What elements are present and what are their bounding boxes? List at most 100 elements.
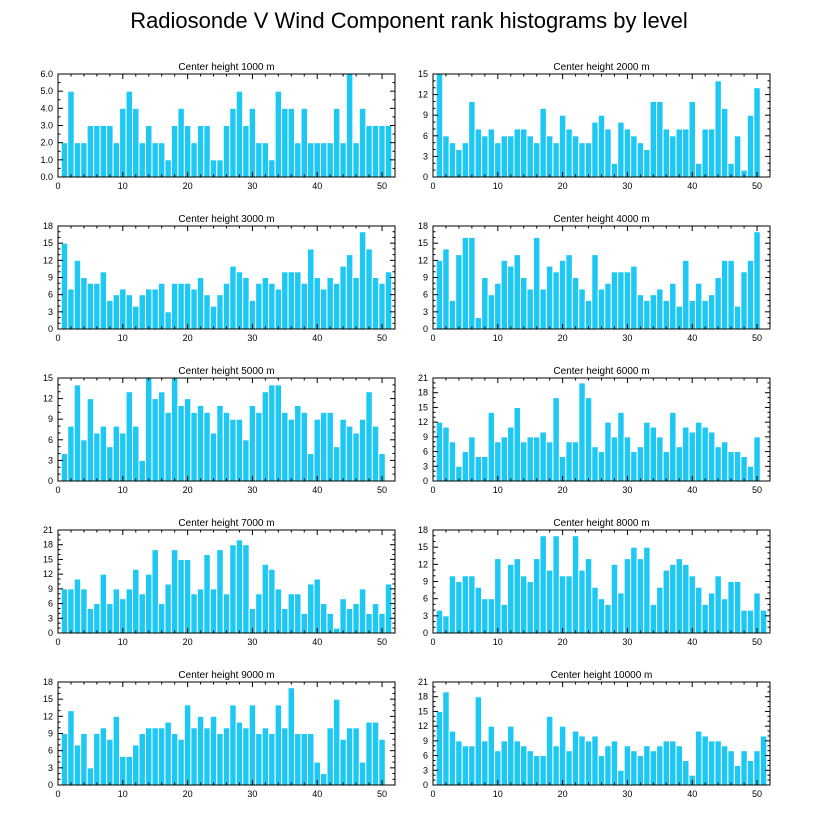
histogram-bar	[532, 558, 541, 634]
histogram-bar	[125, 294, 134, 330]
histogram-bar	[274, 704, 283, 786]
histogram-bar	[235, 90, 244, 178]
histogram-bar	[597, 755, 606, 786]
histogram-bar	[643, 546, 651, 634]
x-tick-label: 20	[558, 637, 568, 647]
x-tick-label: 0	[55, 637, 60, 647]
histogram-bar	[707, 592, 716, 634]
histogram-bar	[507, 426, 515, 482]
histogram-bar	[151, 727, 159, 786]
histogram-bar	[448, 299, 457, 330]
y-tick-label: 12	[418, 255, 428, 265]
histogram-bar	[196, 588, 205, 634]
histogram-bar	[552, 535, 560, 634]
histogram-bar	[371, 125, 380, 178]
histogram-bar	[242, 125, 250, 178]
y-tick-label: 9	[423, 273, 428, 283]
page-title: Radiosonde V Wind Component rank histogr…	[130, 8, 688, 33]
y-tick-label: 18	[418, 221, 428, 231]
histogram-bar	[545, 265, 554, 330]
histogram-bar	[242, 727, 250, 786]
histogram-bar	[435, 609, 444, 634]
histogram-bar	[694, 282, 703, 330]
histogram-bar	[274, 384, 283, 482]
histogram-bar	[487, 294, 496, 330]
histogram-bar	[552, 745, 560, 786]
histogram-bar	[67, 425, 75, 482]
histogram-bar	[384, 125, 393, 178]
histogram-bar	[643, 149, 651, 178]
histogram-bar	[669, 740, 677, 786]
histogram-bar	[526, 581, 534, 634]
x-tick-label: 0	[55, 333, 60, 343]
histogram-bar	[73, 578, 82, 634]
histogram-bar	[99, 727, 108, 786]
y-tick-label: 6	[48, 746, 53, 756]
histogram-bar	[558, 725, 567, 786]
histogram-bar	[73, 744, 82, 786]
histogram-bar	[675, 305, 684, 330]
histogram-bar	[571, 535, 580, 634]
histogram-bar	[106, 603, 114, 634]
histogram-bar	[461, 451, 470, 482]
histogram-bar	[623, 558, 632, 634]
histogram-bar	[332, 446, 341, 482]
histogram-bar	[435, 710, 444, 786]
histogram-bar	[229, 704, 237, 786]
histogram-bar	[694, 730, 703, 786]
histogram-bar	[209, 588, 218, 634]
histogram-bar	[365, 125, 373, 178]
histogram-bar	[345, 425, 354, 482]
histogram-bar	[287, 687, 296, 786]
histogram-bar	[119, 107, 127, 178]
histogram-bar	[339, 142, 347, 178]
histogram-bar	[519, 128, 528, 178]
y-tick-label: 3	[423, 151, 428, 161]
y-tick-label: 18	[418, 525, 428, 535]
histogram-bar	[196, 404, 205, 482]
panel-title: Center height 10000 m	[551, 670, 653, 681]
histogram-bar	[617, 592, 625, 634]
histogram-bar	[261, 563, 270, 634]
x-tick-label: 40	[312, 485, 322, 495]
histogram-bar	[558, 114, 567, 178]
histogram-bar	[623, 271, 632, 330]
y-tick-label: 15	[43, 373, 53, 383]
histogram-bar	[656, 100, 664, 178]
y-tick-label: 15	[43, 694, 53, 704]
histogram-bar	[584, 142, 593, 178]
histogram-bar	[740, 750, 748, 786]
histogram-bar	[112, 715, 121, 786]
histogram-bar	[701, 603, 709, 634]
histogram-bar	[384, 271, 393, 330]
histogram-bar	[216, 404, 224, 482]
histogram-bar	[604, 603, 612, 634]
histogram-bar	[138, 733, 146, 786]
x-tick-label: 10	[493, 485, 503, 495]
histogram-bar	[248, 404, 257, 482]
histogram-bar	[720, 259, 729, 330]
histogram-bar	[157, 282, 166, 330]
histogram-bar	[319, 288, 328, 330]
x-tick-label: 20	[183, 789, 193, 799]
histogram-bar	[643, 299, 651, 330]
histogram-bar	[461, 745, 470, 786]
histogram-bar	[519, 745, 528, 786]
histogram-bar	[630, 135, 638, 178]
histogram-bar	[539, 431, 547, 482]
histogram-bar	[177, 282, 185, 330]
histogram-bar	[138, 294, 146, 330]
y-tick-label: 21	[418, 677, 428, 687]
histogram-bar	[222, 282, 231, 330]
histogram-bar	[539, 535, 547, 634]
x-tick-label: 10	[118, 485, 128, 495]
histogram-bar	[358, 761, 367, 786]
histogram-bar	[119, 288, 127, 330]
histogram-bar	[170, 125, 179, 178]
histogram-bar	[714, 277, 722, 330]
histogram-bar	[740, 455, 748, 482]
histogram-bar	[99, 271, 108, 330]
histogram-bar	[532, 755, 541, 786]
histogram-bar	[571, 135, 580, 178]
histogram-bar	[170, 733, 179, 786]
